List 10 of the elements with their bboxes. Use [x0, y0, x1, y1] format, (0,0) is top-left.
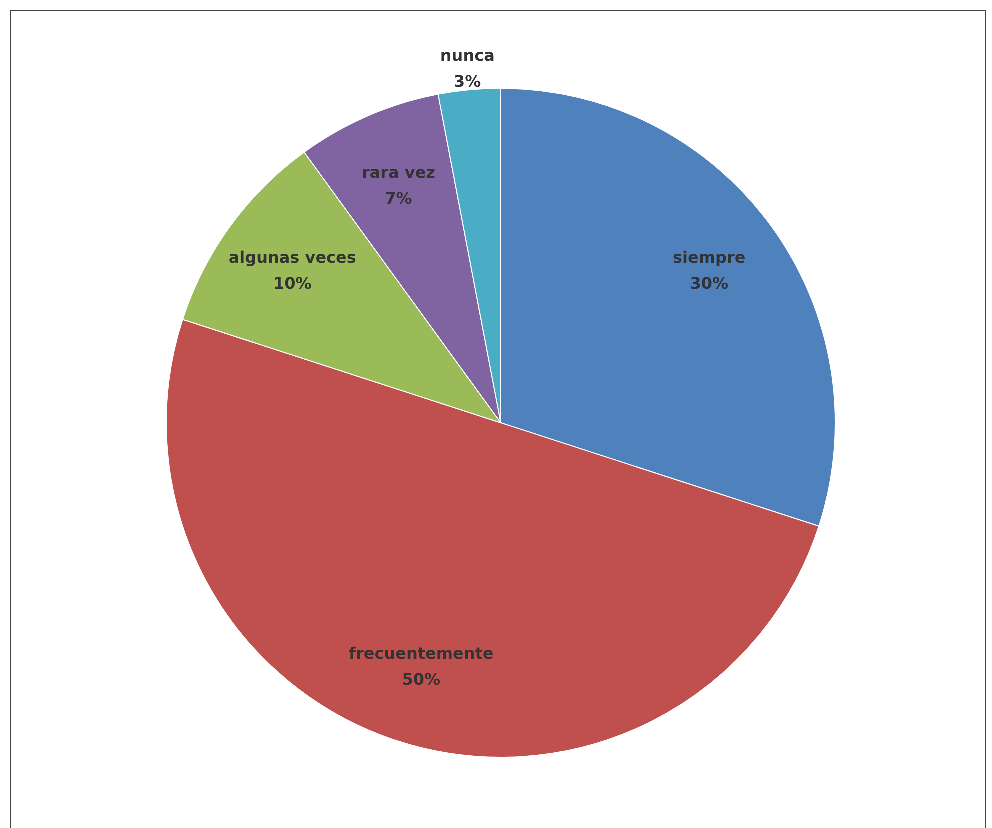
- data-label: 30%: [690, 274, 729, 293]
- slice-label: frecuentemente: [349, 644, 494, 664]
- slice-label: siempre: [673, 248, 746, 267]
- data-label: 10%: [273, 274, 312, 293]
- data-label: 7%: [385, 188, 412, 208]
- slice-label: nunca: [440, 46, 495, 66]
- data-label: 3%: [454, 72, 482, 92]
- slice-label: rara vez: [362, 162, 436, 182]
- data-label: 50%: [402, 670, 441, 690]
- slice-label: algunas veces: [228, 248, 356, 267]
